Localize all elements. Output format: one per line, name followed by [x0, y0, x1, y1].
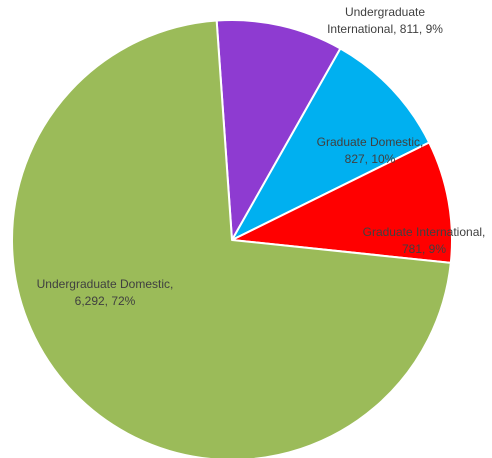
data-label-undergraduate-international: Undergraduate International, 811, 9% — [327, 5, 443, 36]
pie-slice-graduate-domestic — [231, 47, 431, 241]
pie-slices — [11, 19, 454, 458]
pie-slice-undergraduate-international — [215, 19, 342, 241]
data-label-graduate-domestic: Graduate Domestic, 827, 10% — [317, 135, 424, 166]
data-label-line: 781, 9% — [402, 242, 446, 256]
data-label-line: Undergraduate — [345, 5, 425, 19]
data-label-line: Graduate Domestic, — [317, 135, 424, 149]
data-label-line: Undergraduate Domestic, — [37, 277, 174, 291]
data-label-line: Graduate International, — [363, 225, 486, 239]
data-label-line: International, 811, 9% — [327, 22, 443, 36]
pie-slice-graduate-international — [231, 141, 454, 264]
data-label-line: 6,292, 72% — [75, 294, 136, 308]
data-label-undergraduate-domestic: Undergraduate Domestic, 6,292, 72% — [37, 277, 174, 308]
data-label-line: 827, 10% — [345, 152, 396, 166]
data-label-graduate-international: Graduate International, 781, 9% — [363, 225, 486, 256]
pie-slice-undergraduate-domestic — [11, 19, 452, 458]
pie-labels: Undergraduate International, 811, 9% Gradu… — [37, 5, 486, 308]
